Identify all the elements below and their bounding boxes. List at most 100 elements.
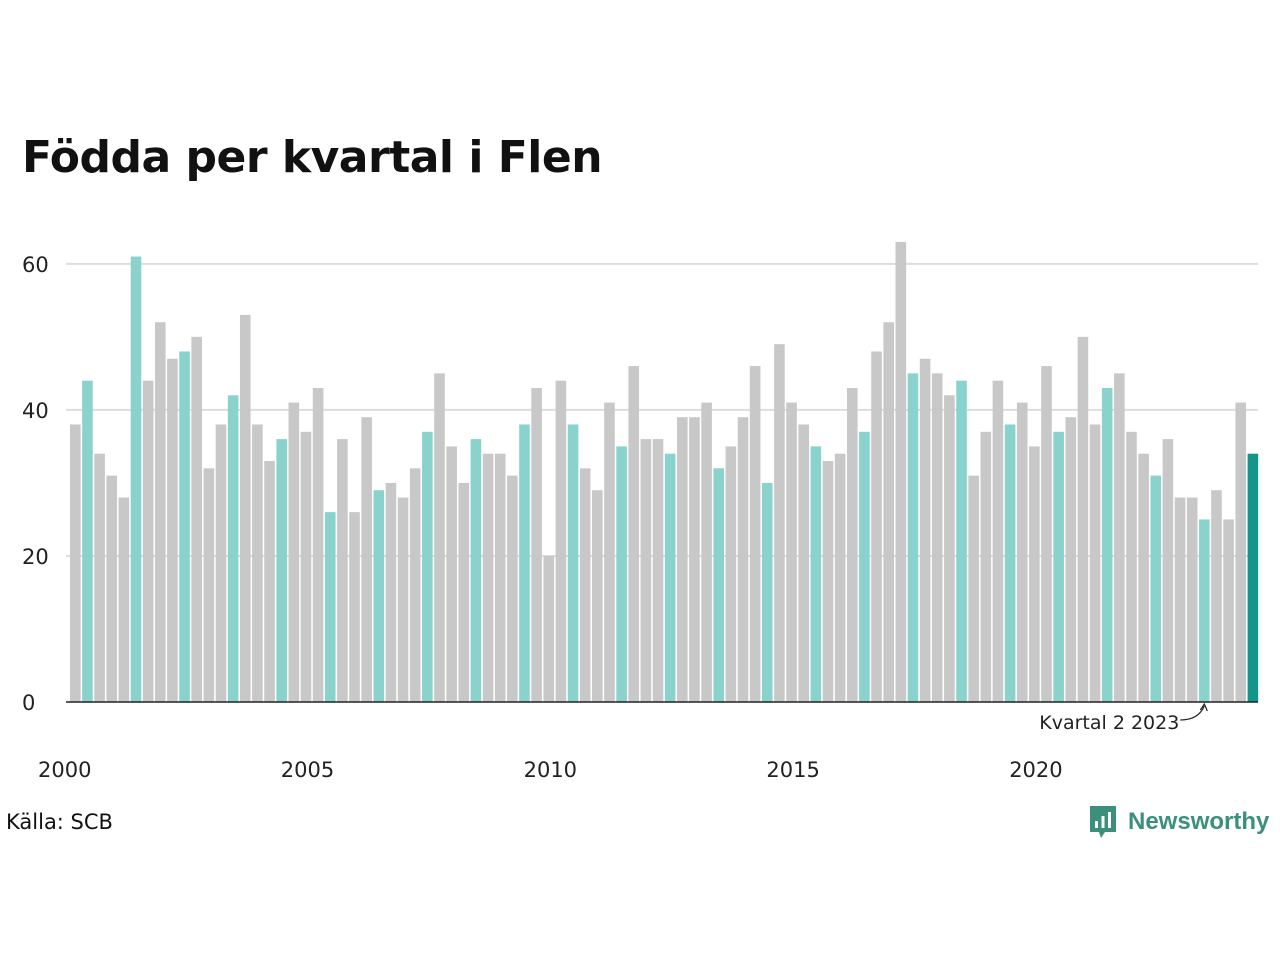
brand-name: Newsworthy — [1128, 808, 1270, 835]
bar — [361, 417, 372, 702]
bar — [944, 395, 955, 702]
bar — [130, 256, 142, 702]
bar — [349, 512, 360, 702]
newsworthy-logo-icon — [1090, 806, 1116, 838]
bar — [968, 475, 979, 702]
bar — [300, 431, 312, 702]
bar — [677, 417, 688, 702]
bar — [1150, 475, 1162, 702]
x-tick-label: 2000 — [38, 758, 91, 782]
bar — [1162, 439, 1174, 702]
y-tick-label: 60 — [22, 253, 49, 277]
bar — [907, 373, 919, 702]
annotation-label: Kvartal 2 2023 — [1039, 712, 1179, 734]
bar — [154, 322, 166, 702]
annotation-arrow — [1180, 705, 1205, 721]
bar — [859, 431, 870, 702]
bar — [761, 482, 773, 702]
bar — [579, 468, 591, 702]
bar — [701, 402, 712, 702]
x-tick-label: 2020 — [1009, 758, 1062, 782]
bar — [227, 395, 239, 702]
bar — [118, 497, 130, 702]
bar — [871, 351, 882, 702]
bar — [931, 373, 943, 702]
bar — [664, 453, 676, 702]
annotation: Kvartal 2 2023 — [1039, 702, 1208, 734]
bar — [142, 380, 154, 702]
bar — [167, 358, 178, 702]
bar — [337, 439, 348, 702]
bars — [70, 241, 1259, 702]
bar — [1211, 490, 1222, 702]
bar — [1186, 497, 1198, 702]
bar — [543, 555, 555, 702]
bar — [470, 439, 482, 702]
bar — [846, 387, 858, 702]
bar — [446, 446, 457, 702]
bar — [385, 482, 397, 702]
bar — [1174, 497, 1186, 702]
bar — [458, 482, 470, 702]
annotation-arrowhead — [1199, 702, 1208, 712]
bar — [106, 475, 118, 702]
bar — [980, 431, 992, 702]
bar — [895, 241, 907, 702]
bar — [822, 461, 834, 702]
bar — [1247, 453, 1259, 702]
bar — [482, 453, 494, 702]
bar — [798, 424, 809, 702]
bar — [276, 439, 287, 702]
bar — [494, 453, 506, 702]
bar — [1004, 424, 1016, 702]
bar — [215, 424, 227, 702]
bar — [1126, 431, 1137, 702]
bar — [992, 380, 1004, 702]
bar — [179, 351, 190, 702]
bar — [956, 380, 967, 702]
bar — [555, 380, 567, 702]
y-tick-label: 40 — [22, 399, 49, 423]
bar — [94, 453, 105, 702]
x-tick-label: 2015 — [766, 758, 819, 782]
bar — [1041, 366, 1052, 702]
bar — [652, 439, 664, 702]
bar — [689, 417, 700, 702]
bar — [409, 468, 421, 702]
bar — [397, 497, 409, 702]
x-tick-label: 2010 — [524, 758, 577, 782]
bar — [640, 439, 652, 702]
bar — [628, 366, 640, 702]
bar — [1089, 424, 1101, 702]
y-tick-label: 0 — [22, 691, 35, 715]
bar — [252, 424, 263, 702]
bar — [507, 475, 518, 702]
bar — [531, 387, 542, 702]
bar — [616, 446, 627, 702]
x-tick-label: 2005 — [281, 758, 334, 782]
y-tick-label: 20 — [22, 545, 49, 569]
bar — [422, 431, 433, 702]
axes: 0 20 40 60 2000 2005 2010 2015 2020 — [22, 253, 1258, 782]
bar — [70, 424, 81, 702]
bar — [810, 446, 822, 702]
bar-chart: 0 20 40 60 2000 2005 2010 2015 2020 Kvartal 2 20… — [22, 241, 1259, 782]
brand-logo: Newsworthy — [1088, 804, 1269, 840]
bar — [1199, 519, 1210, 702]
bar — [725, 446, 737, 702]
bar — [519, 424, 530, 702]
bar — [737, 417, 749, 702]
bar — [1029, 446, 1040, 702]
bar — [774, 344, 785, 702]
bar — [1101, 387, 1113, 702]
bar — [1077, 336, 1089, 702]
bar — [191, 336, 202, 702]
bar — [434, 373, 445, 702]
bar — [567, 424, 579, 702]
bar — [749, 366, 761, 702]
bar — [883, 322, 894, 702]
bar — [592, 490, 603, 702]
bar — [203, 468, 215, 702]
bar — [82, 380, 93, 702]
bar — [312, 387, 324, 702]
